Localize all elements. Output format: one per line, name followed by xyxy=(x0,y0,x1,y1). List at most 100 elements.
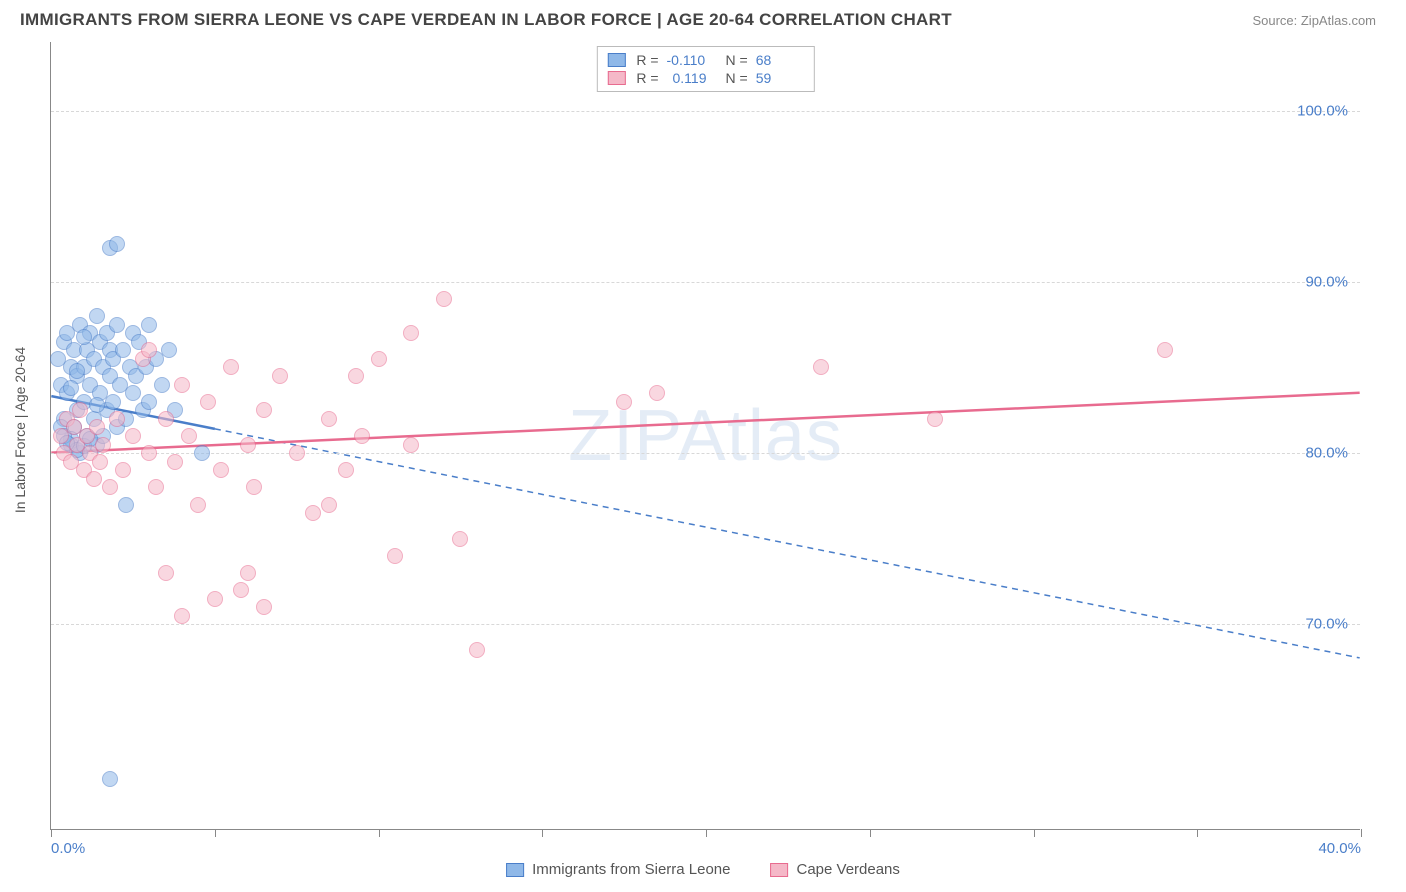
legend-row-1: R = -0.110 N = 68 xyxy=(607,51,803,69)
scatter-point xyxy=(154,377,170,393)
scatter-point xyxy=(321,497,337,513)
scatter-point xyxy=(141,394,157,410)
scatter-point xyxy=(256,402,272,418)
y-axis-label: In Labor Force | Age 20-64 xyxy=(12,347,28,513)
x-tick xyxy=(215,829,216,837)
x-tick xyxy=(1361,829,1362,837)
scatter-point xyxy=(927,411,943,427)
scatter-point xyxy=(102,479,118,495)
swatch-series-2 xyxy=(607,71,625,85)
grid-line xyxy=(51,453,1360,454)
grid-line xyxy=(51,282,1360,283)
scatter-point xyxy=(436,291,452,307)
scatter-point xyxy=(141,445,157,461)
scatter-point xyxy=(321,411,337,427)
scatter-point xyxy=(240,437,256,453)
scatter-point xyxy=(469,642,485,658)
scatter-point xyxy=(403,325,419,341)
scatter-point xyxy=(649,385,665,401)
scatter-point xyxy=(289,445,305,461)
scatter-point xyxy=(141,317,157,333)
scatter-point xyxy=(86,471,102,487)
y-tick-label: 70.0% xyxy=(1305,616,1348,633)
scatter-point xyxy=(141,342,157,358)
scatter-point xyxy=(200,394,216,410)
y-tick-label: 100.0% xyxy=(1297,102,1348,119)
scatter-point xyxy=(158,565,174,581)
scatter-point xyxy=(616,394,632,410)
scatter-point xyxy=(194,445,210,461)
scatter-point xyxy=(89,308,105,324)
legend-item-2: Cape Verdeans xyxy=(770,861,899,878)
scatter-point xyxy=(109,411,125,427)
scatter-point xyxy=(371,351,387,367)
source-label: Source: ZipAtlas.com xyxy=(1252,13,1376,28)
n-value-2: 59 xyxy=(756,70,804,86)
watermark: ZIPAtlas xyxy=(568,395,843,477)
n-label-2: N = xyxy=(726,70,748,86)
scatter-point xyxy=(115,462,131,478)
scatter-point xyxy=(348,368,364,384)
grid-line xyxy=(51,111,1360,112)
scatter-point xyxy=(233,582,249,598)
r-value-1: -0.110 xyxy=(667,52,715,68)
scatter-point xyxy=(223,359,239,375)
scatter-point xyxy=(240,565,256,581)
scatter-point xyxy=(256,599,272,615)
r-label-1: R = xyxy=(636,52,658,68)
scatter-point xyxy=(190,497,206,513)
n-label-1: N = xyxy=(726,52,748,68)
r-label-2: R = xyxy=(636,70,658,86)
x-tick xyxy=(542,829,543,837)
scatter-point xyxy=(272,368,288,384)
chart-title: IMMIGRANTS FROM SIERRA LEONE VS CAPE VER… xyxy=(20,10,952,30)
scatter-point xyxy=(63,380,79,396)
y-tick-label: 80.0% xyxy=(1305,445,1348,462)
legend-label-2: Cape Verdeans xyxy=(796,861,899,878)
correlation-legend: R = -0.110 N = 68 R = 0.119 N = 59 xyxy=(596,46,814,92)
x-tick xyxy=(51,829,52,837)
x-tick-label: 0.0% xyxy=(51,840,85,857)
y-tick-label: 90.0% xyxy=(1305,273,1348,290)
chart-plot-area: ZIPAtlas R = -0.110 N = 68 R = 0.119 N =… xyxy=(50,42,1360,830)
scatter-point xyxy=(148,479,164,495)
series-legend: Immigrants from Sierra Leone Cape Verdea… xyxy=(506,861,900,878)
x-tick-label: 40.0% xyxy=(1318,840,1361,857)
scatter-point xyxy=(246,479,262,495)
scatter-point xyxy=(813,359,829,375)
x-tick xyxy=(870,829,871,837)
scatter-point xyxy=(174,608,190,624)
scatter-point xyxy=(72,402,88,418)
scatter-point xyxy=(118,497,134,513)
scatter-point xyxy=(102,771,118,787)
swatch-series-1-bottom xyxy=(506,863,524,877)
scatter-point xyxy=(109,317,125,333)
grid-line xyxy=(51,624,1360,625)
scatter-point xyxy=(69,363,85,379)
x-tick xyxy=(1034,829,1035,837)
scatter-point xyxy=(125,428,141,444)
legend-item-1: Immigrants from Sierra Leone xyxy=(506,861,730,878)
scatter-point xyxy=(174,377,190,393)
scatter-point xyxy=(105,394,121,410)
scatter-point xyxy=(161,342,177,358)
scatter-point xyxy=(167,454,183,470)
scatter-point xyxy=(89,419,105,435)
scatter-point xyxy=(89,397,105,413)
scatter-point xyxy=(207,591,223,607)
scatter-point xyxy=(158,411,174,427)
x-tick xyxy=(706,829,707,837)
scatter-point xyxy=(95,437,111,453)
scatter-point xyxy=(109,236,125,252)
swatch-series-1 xyxy=(607,53,625,67)
scatter-point xyxy=(115,342,131,358)
scatter-point xyxy=(338,462,354,478)
scatter-point xyxy=(181,428,197,444)
scatter-point xyxy=(403,437,419,453)
r-value-2: 0.119 xyxy=(667,70,715,86)
scatter-point xyxy=(305,505,321,521)
swatch-series-2-bottom xyxy=(770,863,788,877)
x-tick xyxy=(379,829,380,837)
trend-lines-layer xyxy=(51,42,1360,829)
scatter-point xyxy=(92,454,108,470)
